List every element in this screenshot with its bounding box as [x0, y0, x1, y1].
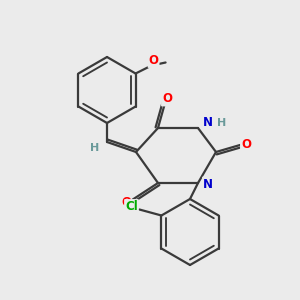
Text: Cl: Cl — [125, 200, 138, 213]
Text: O: O — [162, 92, 172, 106]
Text: H: H — [217, 118, 226, 128]
Text: O: O — [148, 54, 159, 67]
Text: O: O — [121, 196, 131, 208]
Text: N: N — [203, 178, 213, 190]
Text: H: H — [90, 143, 100, 153]
Text: O: O — [241, 137, 251, 151]
Text: N: N — [203, 116, 213, 130]
